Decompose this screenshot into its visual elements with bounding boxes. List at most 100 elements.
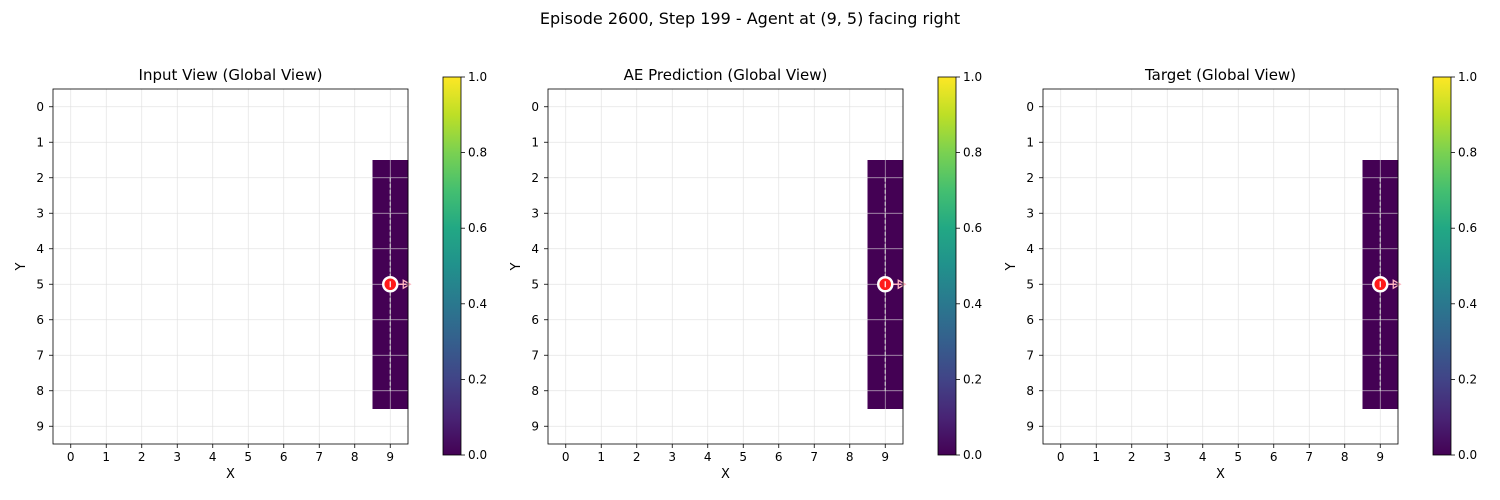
colorbar-tick-label: 0.2 — [1458, 372, 1477, 386]
x-axis-label: X — [226, 467, 235, 482]
x-tick-label: 1 — [597, 450, 605, 464]
axes-frame — [52, 88, 409, 445]
x-tick-label: 8 — [846, 450, 854, 464]
colorbar-tick-label: 0.4 — [468, 297, 487, 311]
y-tick-label: 5 — [531, 277, 539, 291]
colorbar: 0.0 0.2 0.4 0.6 0.8 1.0 — [937, 70, 982, 462]
colorbar-tick-label: 0.6 — [1458, 221, 1477, 235]
x-tick-label: 2 — [138, 450, 146, 464]
y-tick-label: 7 — [531, 348, 539, 362]
direction-arrow-head — [1392, 279, 1402, 290]
y-tick-label: 8 — [36, 384, 44, 398]
y-axis-label: Y — [14, 262, 29, 271]
x-tick-label: 0 — [67, 450, 75, 464]
panel-title: AE Prediction (Global View) — [624, 66, 828, 84]
figure-suptitle: Episode 2600, Step 199 - Agent at (9, 5)… — [540, 9, 960, 28]
x-tick-label: 2 — [633, 450, 641, 464]
y-tick-label: 2 — [1026, 171, 1034, 185]
colorbar-gradient — [442, 76, 462, 456]
y-tick-label: 7 — [36, 348, 44, 362]
x-tick-label: 7 — [1305, 450, 1313, 464]
colorbar-gradient — [1432, 76, 1452, 456]
y-tick-label: 9 — [531, 419, 539, 433]
x-tick-label: 8 — [1341, 450, 1349, 464]
x-tick-label: 4 — [209, 450, 217, 464]
plot-area — [1043, 89, 1398, 444]
x-tick-label: 9 — [1376, 450, 1384, 464]
y-tick-label: 2 — [36, 171, 44, 185]
x-tick-label: 7 — [315, 450, 323, 464]
colorbar-tick-label: 0.0 — [963, 448, 982, 462]
colorbar-tick-label: 1.0 — [468, 70, 487, 84]
y-tick-label: 1 — [36, 135, 44, 149]
colorbar-tick-label: 0.8 — [468, 146, 487, 160]
y-tick-label: 6 — [1026, 313, 1034, 327]
plot-area — [548, 89, 903, 444]
y-axis-label: Y — [509, 262, 524, 271]
panel-3: Target (Global View) 0 1 2 3 4 5 6 7 8 9 0 1 2 3 4 5 6 7 8 9… — [1004, 66, 1477, 482]
x-tick-label: 4 — [704, 450, 712, 464]
colorbar: 0.0 0.2 0.4 0.6 0.8 1.0 — [1432, 70, 1477, 462]
axes-frame — [547, 88, 904, 445]
x-tick-label: 7 — [810, 450, 818, 464]
y-tick-label: 0 — [531, 100, 539, 114]
x-tick-label: 8 — [351, 450, 359, 464]
direction-arrow-head — [897, 279, 907, 290]
colorbar-tick-label: 1.0 — [1458, 70, 1477, 84]
x-tick-label: 3 — [668, 450, 676, 464]
colorbar-tick-label: 0.0 — [1458, 448, 1477, 462]
panel-title: Input View (Global View) — [139, 66, 323, 84]
y-tick-label: 5 — [1026, 277, 1034, 291]
colorbar-gradient — [937, 76, 957, 456]
colorbar-tick-label: 0.6 — [468, 221, 487, 235]
x-tick-label: 5 — [1234, 450, 1242, 464]
x-tick-label: 3 — [173, 450, 181, 464]
y-tick-label: 6 — [531, 313, 539, 327]
axes-frame — [1042, 88, 1399, 445]
panel-1: Input View (Global View) 0 1 2 3 4 5 6 7 8 9 0 1 2 3 4 5… — [14, 66, 487, 482]
colorbar: 0.0 0.2 0.4 0.6 0.8 1.0 — [442, 70, 487, 462]
x-axis-label: X — [721, 467, 730, 482]
x-tick-label: 6 — [1270, 450, 1278, 464]
x-tick-label: 1 — [1092, 450, 1100, 464]
y-tick-label: 3 — [36, 206, 44, 220]
y-tick-label: 4 — [36, 242, 44, 256]
colorbar-tick-label: 0.8 — [963, 146, 982, 160]
y-tick-label: 6 — [36, 313, 44, 327]
colorbar-tick-label: 0.6 — [963, 221, 982, 235]
y-tick-label: 9 — [36, 419, 44, 433]
y-tick-label: 9 — [1026, 419, 1034, 433]
panel-2: AE Prediction (Global View) 0 1 2 3 4 5 6 7 8 9 0 1 2… — [509, 66, 982, 482]
x-tick-label: 0 — [1057, 450, 1065, 464]
y-tick-label: 4 — [531, 242, 539, 256]
x-tick-label: 6 — [280, 450, 288, 464]
y-tick-label: 1 — [1026, 135, 1034, 149]
colorbar-tick-label: 1.0 — [963, 70, 982, 84]
x-tick-label: 9 — [386, 450, 394, 464]
x-axis-label: X — [1216, 467, 1225, 482]
plot-area — [53, 89, 408, 444]
colorbar-tick-label: 0.2 — [963, 372, 982, 386]
x-tick-label: 3 — [1163, 450, 1171, 464]
colorbar-tick-label: 0.8 — [1458, 146, 1477, 160]
panel-title: Target (Global View) — [1144, 66, 1296, 84]
y-axis-label: Y — [1004, 262, 1019, 271]
x-tick-label: 4 — [1199, 450, 1207, 464]
y-tick-label: 1 — [531, 135, 539, 149]
y-tick-label: 8 — [531, 384, 539, 398]
x-tick-label: 5 — [739, 450, 747, 464]
y-tick-label: 2 — [531, 171, 539, 185]
colorbar-tick-label: 0.2 — [468, 372, 487, 386]
x-tick-label: 2 — [1128, 450, 1136, 464]
x-tick-label: 0 — [562, 450, 570, 464]
y-tick-label: 4 — [1026, 242, 1034, 256]
colorbar-tick-label: 0.4 — [1458, 297, 1477, 311]
y-tick-label: 3 — [531, 206, 539, 220]
y-tick-label: 8 — [1026, 384, 1034, 398]
y-tick-label: 3 — [1026, 206, 1034, 220]
y-tick-label: 0 — [1026, 100, 1034, 114]
x-tick-label: 5 — [244, 450, 252, 464]
y-tick-label: 0 — [36, 100, 44, 114]
x-tick-label: 1 — [102, 450, 110, 464]
